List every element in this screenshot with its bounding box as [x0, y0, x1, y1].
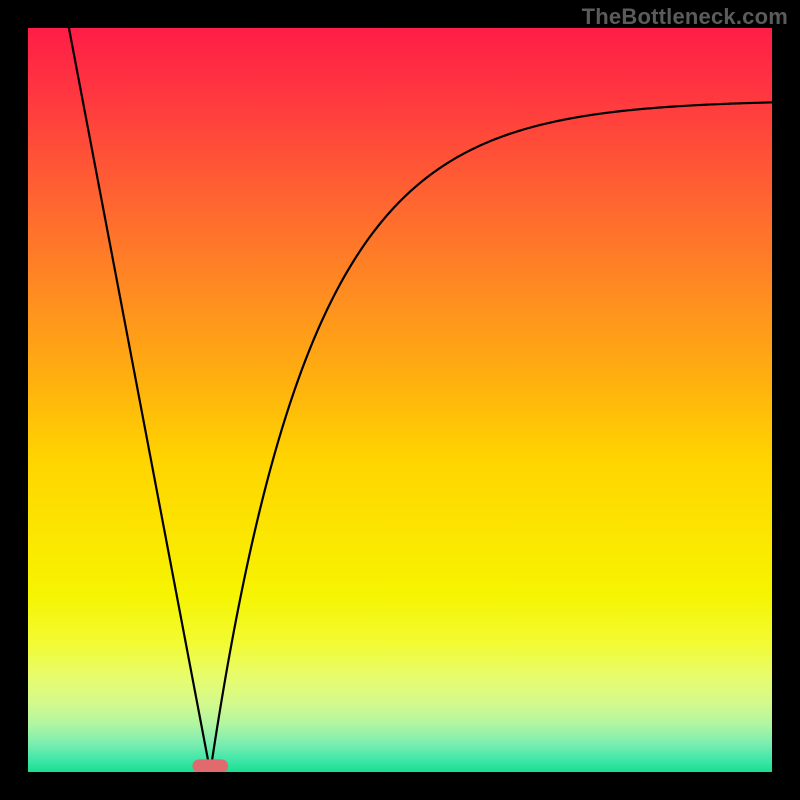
vertex-marker	[192, 759, 228, 772]
bottleneck-chart	[0, 0, 800, 800]
plot-area	[28, 28, 772, 773]
watermark-text: TheBottleneck.com	[582, 4, 788, 30]
chart-container: TheBottleneck.com	[0, 0, 800, 800]
